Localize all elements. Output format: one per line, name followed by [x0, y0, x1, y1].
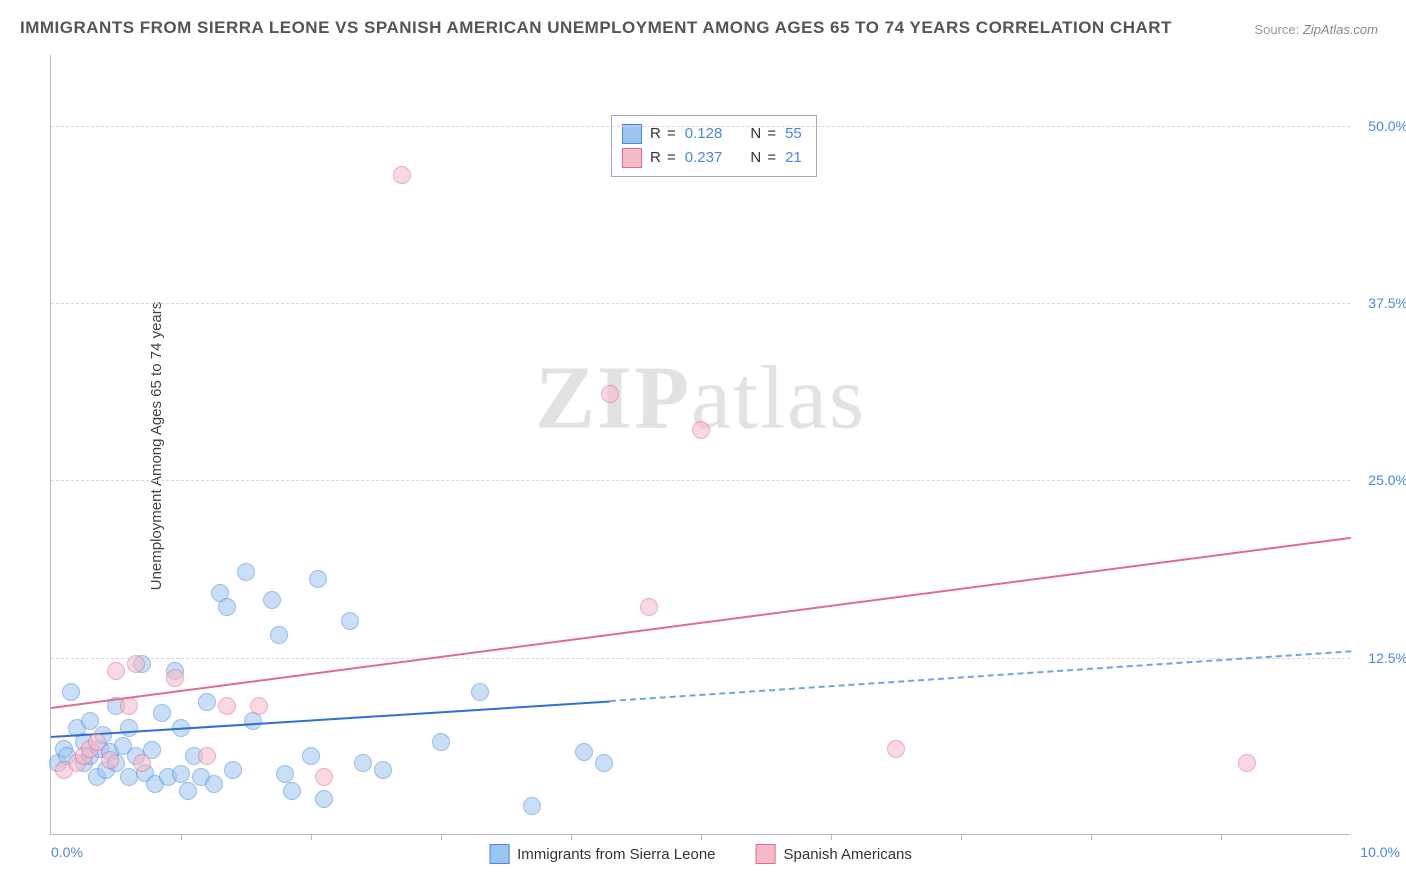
data-point	[283, 782, 301, 800]
data-point	[107, 662, 125, 680]
data-point	[315, 790, 333, 808]
y-tick-label: 25.0%	[1356, 472, 1406, 488]
x-tick-mark	[311, 834, 312, 840]
gridline-horizontal	[51, 658, 1350, 659]
data-point	[471, 683, 489, 701]
data-point	[595, 754, 613, 772]
data-point	[198, 747, 216, 765]
data-point	[692, 421, 710, 439]
data-point	[341, 612, 359, 630]
data-point	[250, 697, 268, 715]
data-point	[127, 655, 145, 673]
data-point	[153, 704, 171, 722]
data-point	[133, 754, 151, 772]
n-label: N =	[750, 146, 777, 170]
source-attribution: Source: ZipAtlas.com	[1254, 22, 1378, 37]
series-legend: Immigrants from Sierra Leone Spanish Amer…	[489, 844, 912, 864]
gridline-horizontal	[51, 480, 1350, 481]
stats-row: R = 0.237 N = 21	[622, 146, 802, 170]
x-tick-mark	[701, 834, 702, 840]
data-point	[218, 598, 236, 616]
data-point	[101, 751, 119, 769]
series-swatch	[489, 844, 509, 864]
gridline-horizontal	[51, 303, 1350, 304]
data-point	[1238, 754, 1256, 772]
data-point	[120, 697, 138, 715]
data-point	[601, 385, 619, 403]
data-point	[315, 768, 333, 786]
data-point	[237, 563, 255, 581]
data-point	[270, 626, 288, 644]
data-point	[179, 782, 197, 800]
data-point	[218, 697, 236, 715]
x-tick-origin: 0.0%	[51, 844, 83, 860]
x-tick-mark	[571, 834, 572, 840]
series-swatch	[622, 124, 642, 144]
gridline-horizontal	[51, 126, 1350, 127]
x-tick-mark	[1091, 834, 1092, 840]
y-tick-label: 12.5%	[1356, 650, 1406, 666]
source-label: Source:	[1254, 22, 1299, 37]
x-tick-max: 10.0%	[1360, 844, 1400, 860]
data-point	[302, 747, 320, 765]
x-tick-mark	[181, 834, 182, 840]
n-value: 21	[785, 146, 802, 170]
data-point	[887, 740, 905, 758]
data-point	[309, 570, 327, 588]
data-point	[172, 765, 190, 783]
data-point	[166, 669, 184, 687]
x-tick-mark	[441, 834, 442, 840]
data-point	[205, 775, 223, 793]
x-tick-mark	[831, 834, 832, 840]
scatter-plot-area: ZIPatlas 0.0% 10.0% R =0.128N =55R =0.23…	[50, 55, 1350, 835]
watermark-rest: atlas	[691, 348, 866, 447]
data-point	[432, 733, 450, 751]
legend-label: Spanish Americans	[784, 846, 912, 863]
y-tick-label: 50.0%	[1356, 118, 1406, 134]
data-point	[523, 797, 541, 815]
data-point	[88, 733, 106, 751]
data-point	[198, 693, 216, 711]
x-tick-mark	[961, 834, 962, 840]
x-tick-mark	[1221, 834, 1222, 840]
data-point	[393, 166, 411, 184]
data-point	[120, 719, 138, 737]
data-point	[640, 598, 658, 616]
series-swatch	[756, 844, 776, 864]
legend-item: Immigrants from Sierra Leone	[489, 844, 715, 864]
data-point	[276, 765, 294, 783]
data-point	[354, 754, 372, 772]
data-point	[62, 683, 80, 701]
legend-item: Spanish Americans	[756, 844, 912, 864]
r-label: R =	[650, 146, 677, 170]
y-tick-label: 37.5%	[1356, 295, 1406, 311]
r-value: 0.237	[685, 146, 723, 170]
source-value: ZipAtlas.com	[1303, 22, 1378, 37]
chart-title: IMMIGRANTS FROM SIERRA LEONE VS SPANISH …	[20, 18, 1172, 38]
legend-label: Immigrants from Sierra Leone	[517, 846, 715, 863]
series-swatch	[622, 148, 642, 168]
data-point	[374, 761, 392, 779]
correlation-stats-box: R =0.128N =55R =0.237N =21	[611, 115, 817, 177]
data-point	[263, 591, 281, 609]
data-point	[575, 743, 593, 761]
data-point	[224, 761, 242, 779]
